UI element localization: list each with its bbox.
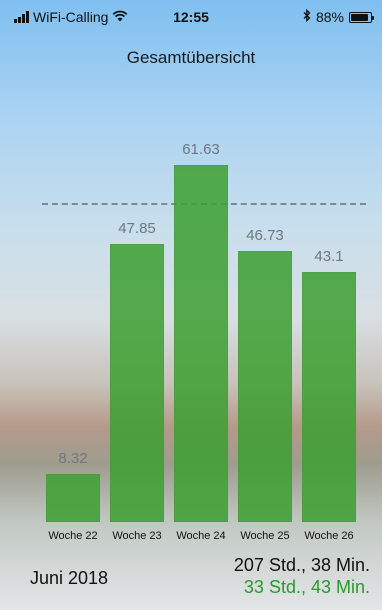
battery-percent: 88% (315, 9, 344, 25)
bar[interactable] (46, 473, 100, 522)
category-label: Woche 24 (176, 530, 226, 542)
battery-icon (349, 11, 374, 23)
bar-value-label: 8.32 (58, 449, 88, 467)
status-left: WiFi-Calling (14, 9, 128, 25)
bar[interactable] (174, 164, 228, 522)
signal-icon (14, 11, 29, 23)
carrier-label: WiFi-Calling (33, 9, 109, 25)
category-label: Woche 26 (304, 530, 354, 542)
category-label: Woche 25 (240, 530, 290, 542)
category-label: Woche 23 (112, 530, 162, 542)
bar-value-label: 47.85 (118, 220, 156, 238)
bar[interactable] (110, 244, 164, 522)
bar-value-label: 61.63 (182, 140, 220, 158)
status-bar: WiFi-Calling 12:55 88% (0, 0, 382, 34)
bar-value-label: 46.73 (246, 226, 284, 244)
total-hours: 207 Std., 38 Min. (233, 555, 370, 575)
month-label: Juni 2018 (30, 568, 109, 588)
status-time: 12:55 (173, 9, 209, 25)
bluetooth-icon (303, 8, 311, 25)
status-right: 88% (303, 8, 374, 25)
sub-total-hours: 33 Std., 43 Min. (243, 577, 370, 597)
page-title: Gesamtübersicht (126, 48, 256, 67)
bar[interactable] (302, 272, 356, 522)
bar[interactable] (238, 250, 292, 522)
bar-value-label: 43.1 (314, 248, 344, 266)
wifi-icon (112, 9, 128, 25)
category-label: Woche 22 (48, 530, 98, 542)
